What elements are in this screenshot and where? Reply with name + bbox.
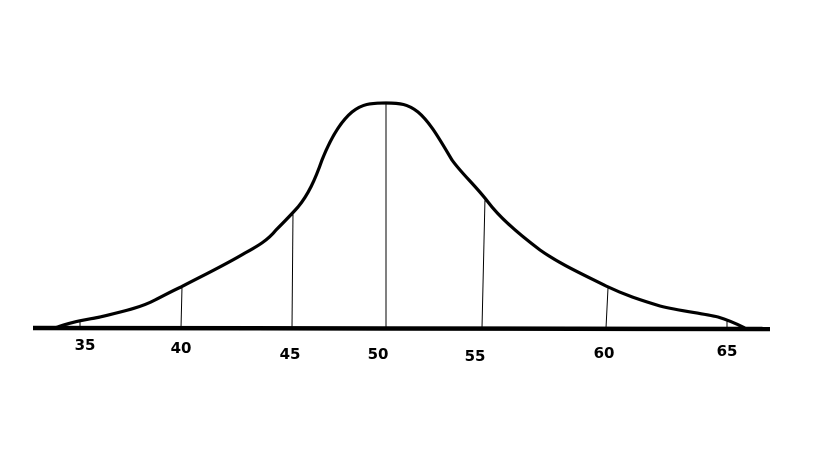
tick-label-35: 35 <box>74 336 96 354</box>
tick-line-60 <box>605 287 609 329</box>
tick-line-40 <box>180 286 183 329</box>
tick-label-60: 60 <box>593 344 615 362</box>
tick-line-45 <box>291 211 294 329</box>
baseline-axis <box>32 325 771 332</box>
tick-label-45: 45 <box>279 345 301 363</box>
tick-label-50: 50 <box>367 345 389 363</box>
tick-line-55 <box>481 197 486 329</box>
tick-label-55: 55 <box>464 347 486 365</box>
bell-curve <box>54 101 746 330</box>
tick-label-40: 40 <box>170 339 192 357</box>
tick-label-65: 65 <box>716 342 738 360</box>
